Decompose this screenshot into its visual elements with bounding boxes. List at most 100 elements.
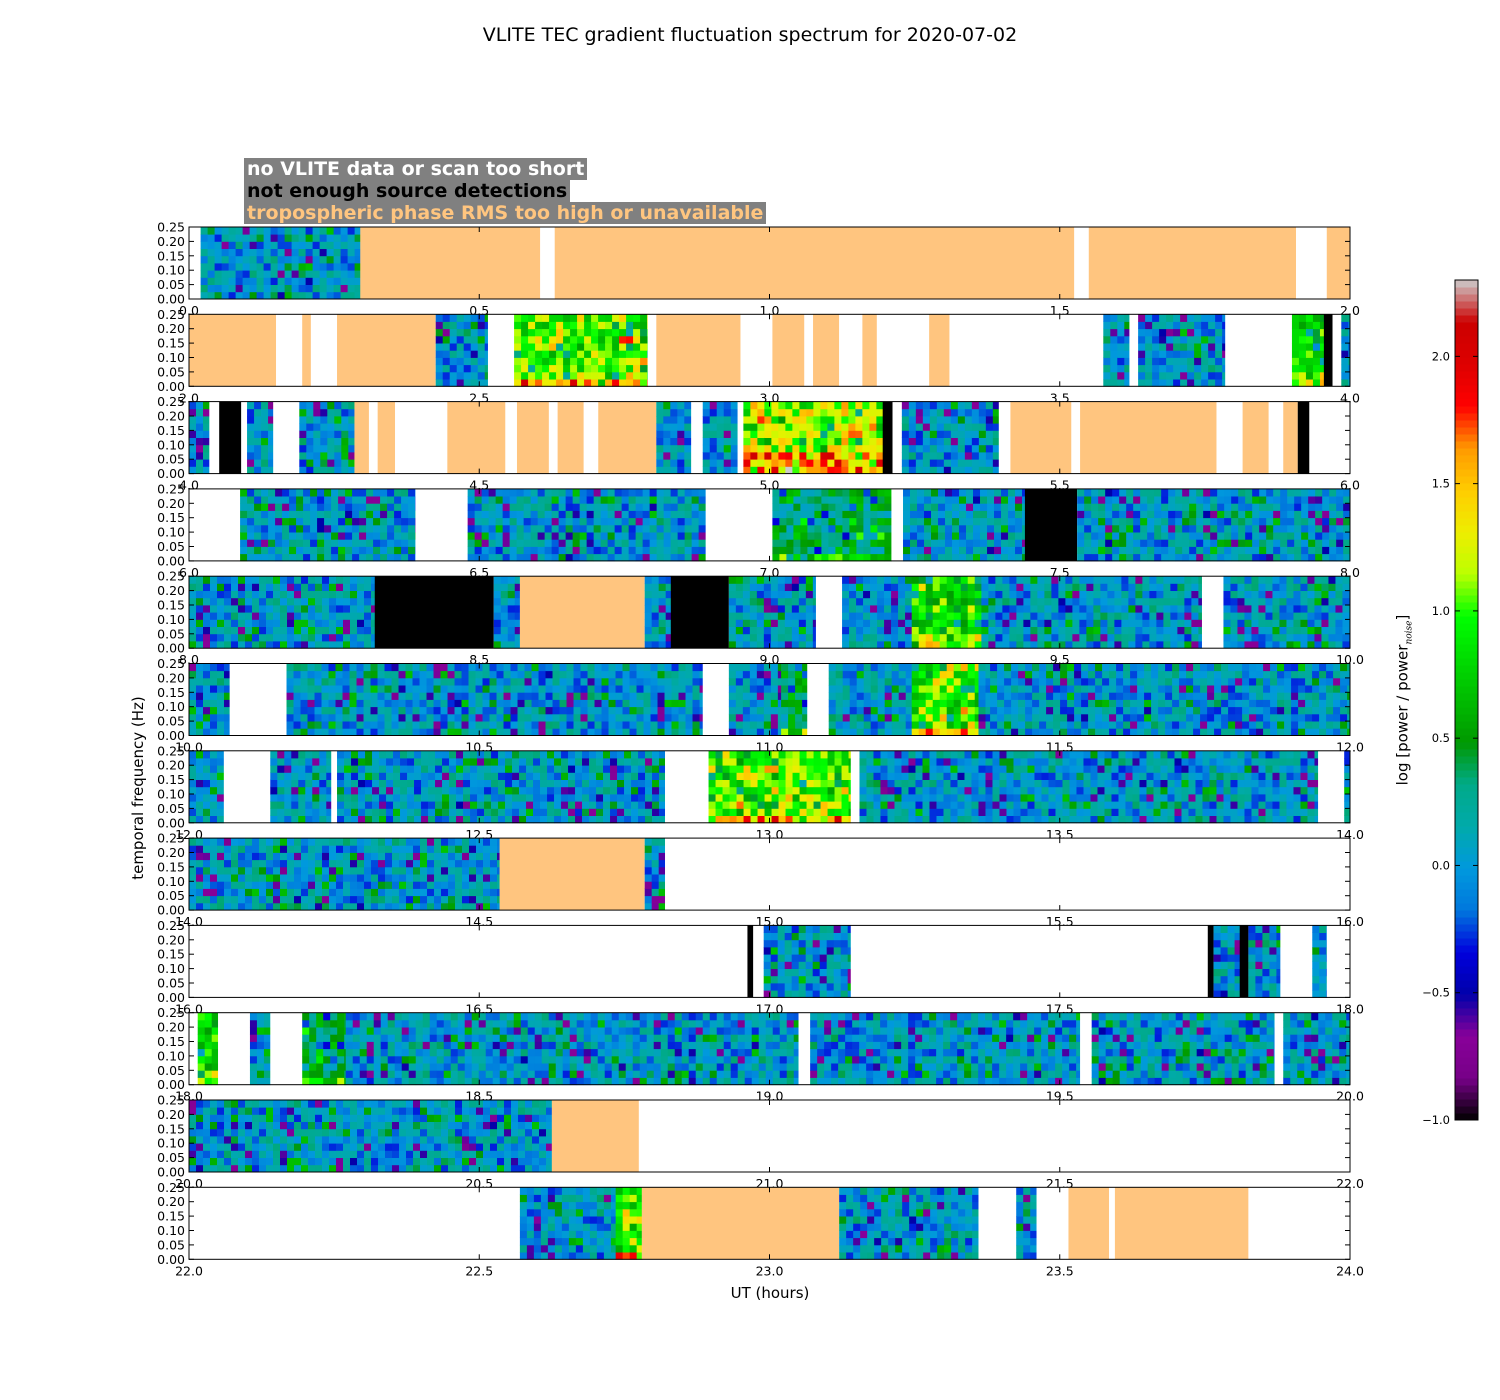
spectrum-cell: [1051, 633, 1059, 642]
spectrum-cell: [891, 583, 899, 591]
spectrum-cell: [1177, 626, 1185, 635]
spectrum-cell: [273, 576, 281, 584]
spectrum-cell: [643, 685, 651, 693]
spectrum-cell: [252, 612, 260, 620]
spectrum-cell: [317, 517, 325, 526]
spectrum-cell: [1182, 517, 1190, 526]
spectrum-cell: [742, 706, 751, 715]
spectrum-cell: [380, 524, 388, 533]
spectrum-cell: [1121, 576, 1129, 584]
spectrum-cell: [405, 692, 413, 700]
spectrum-cell: [605, 314, 613, 322]
spectrum-cell: [749, 685, 758, 693]
spectrum-cell: [1201, 364, 1209, 373]
spectrum-cell: [1023, 612, 1031, 620]
spectrum-cell: [649, 496, 658, 504]
flag-segment-w: [740, 314, 773, 387]
spectrum-cell: [1336, 539, 1344, 547]
spectrum-cell: [884, 546, 892, 555]
spectrum-cell: [798, 583, 807, 591]
spectrum-cell: [321, 685, 329, 693]
spectrum-cell: [869, 430, 877, 438]
spectrum-cell: [401, 496, 409, 504]
spectrum-cell: [238, 641, 246, 649]
spectrum-cell: [749, 597, 758, 606]
spectrum-cell: [370, 713, 378, 722]
spectrum-cell: [626, 357, 634, 366]
spectrum-cell: [670, 408, 678, 417]
spectrum-cell: [677, 452, 685, 460]
spectrum-cell: [1145, 328, 1153, 337]
spectrum-cell: [1009, 633, 1017, 642]
spectrum-cell: [1272, 612, 1280, 620]
spectrum-cell: [1154, 510, 1162, 519]
spectrum-cell: [742, 692, 751, 700]
spectrum-cell: [1238, 510, 1246, 519]
spectrum-cell: [671, 706, 679, 715]
spectrum-cell: [1098, 553, 1106, 562]
flag-segment-o: [302, 314, 311, 387]
spectrum-cell: [566, 706, 574, 715]
spectrum-cell: [280, 590, 288, 599]
spectrum-cell: [640, 328, 648, 337]
spectrum-cell: [985, 466, 994, 474]
spectrum-cell: [735, 583, 744, 591]
spectrum-cell: [1177, 641, 1185, 649]
spectrum-segment: [903, 488, 1026, 562]
spectrum-cell: [335, 713, 343, 722]
spectrum-cell: [1203, 503, 1211, 511]
spectrum-cell: [207, 277, 216, 285]
spectrum-cell: [735, 633, 744, 642]
spectrum-cell: [877, 539, 885, 547]
spectrum-cell: [1238, 517, 1246, 526]
spectrum-cell: [573, 663, 581, 672]
spectrum-cell: [312, 270, 321, 278]
spectrum-cell: [435, 357, 444, 366]
spectrum-cell: [658, 612, 667, 620]
spectrum-cell: [1119, 546, 1127, 555]
spectrum-cell: [1084, 539, 1092, 547]
spectrum-cell: [572, 539, 581, 547]
spectrum-cell: [1314, 605, 1322, 613]
spectrum-cell: [728, 576, 737, 584]
spectrum-cell: [966, 503, 974, 511]
spectrum-cell: [433, 713, 441, 722]
spectrum-cell: [359, 496, 367, 504]
spectrum-cell: [263, 234, 272, 242]
spectrum-cell: [261, 496, 269, 504]
spectrum-cell: [456, 364, 465, 373]
spectrum-cell: [635, 546, 644, 555]
spectrum-cell: [802, 670, 808, 679]
spectrum-cell: [502, 510, 511, 519]
spectrum-cell: [261, 423, 269, 431]
spectrum-cell: [291, 248, 300, 257]
spectrum-cell: [1198, 597, 1203, 606]
spectrum-cell: [1138, 364, 1146, 373]
spectrum-cell: [828, 517, 836, 526]
panel-2: 0.000.050.100.150.200.254.0 4.5 5.0 5.5 6.0: [157, 394, 1360, 493]
spectrum-cell: [1145, 364, 1153, 373]
spectrum-cell: [556, 314, 564, 322]
spectrum-cell: [936, 423, 945, 431]
spectrum-cell: [784, 605, 793, 613]
spectrum-cell: [328, 721, 336, 729]
spectrum-cell: [538, 721, 546, 729]
spectrum-cell: [849, 677, 858, 686]
spectrum-cell: [247, 430, 255, 438]
spectrum-cell: [1308, 488, 1316, 497]
spectrum-cell: [503, 670, 511, 679]
spectrum-cell: [203, 706, 211, 715]
spectrum-cell: [481, 532, 490, 540]
spectrum-cell: [1291, 364, 1300, 373]
spectrum-cell: [580, 721, 588, 729]
spectrum-cell: [841, 459, 849, 467]
spectrum-cell: [798, 633, 807, 642]
spectrum-cell: [326, 291, 335, 300]
spectrum-cell: [795, 663, 803, 672]
spectrum-cell: [329, 619, 337, 627]
spectrum-cell: [326, 277, 335, 285]
spectrum-cell: [910, 553, 918, 562]
spectrum-cell: [221, 255, 230, 264]
spectrum-cell: [960, 605, 969, 613]
spectrum-cell: [224, 590, 232, 599]
